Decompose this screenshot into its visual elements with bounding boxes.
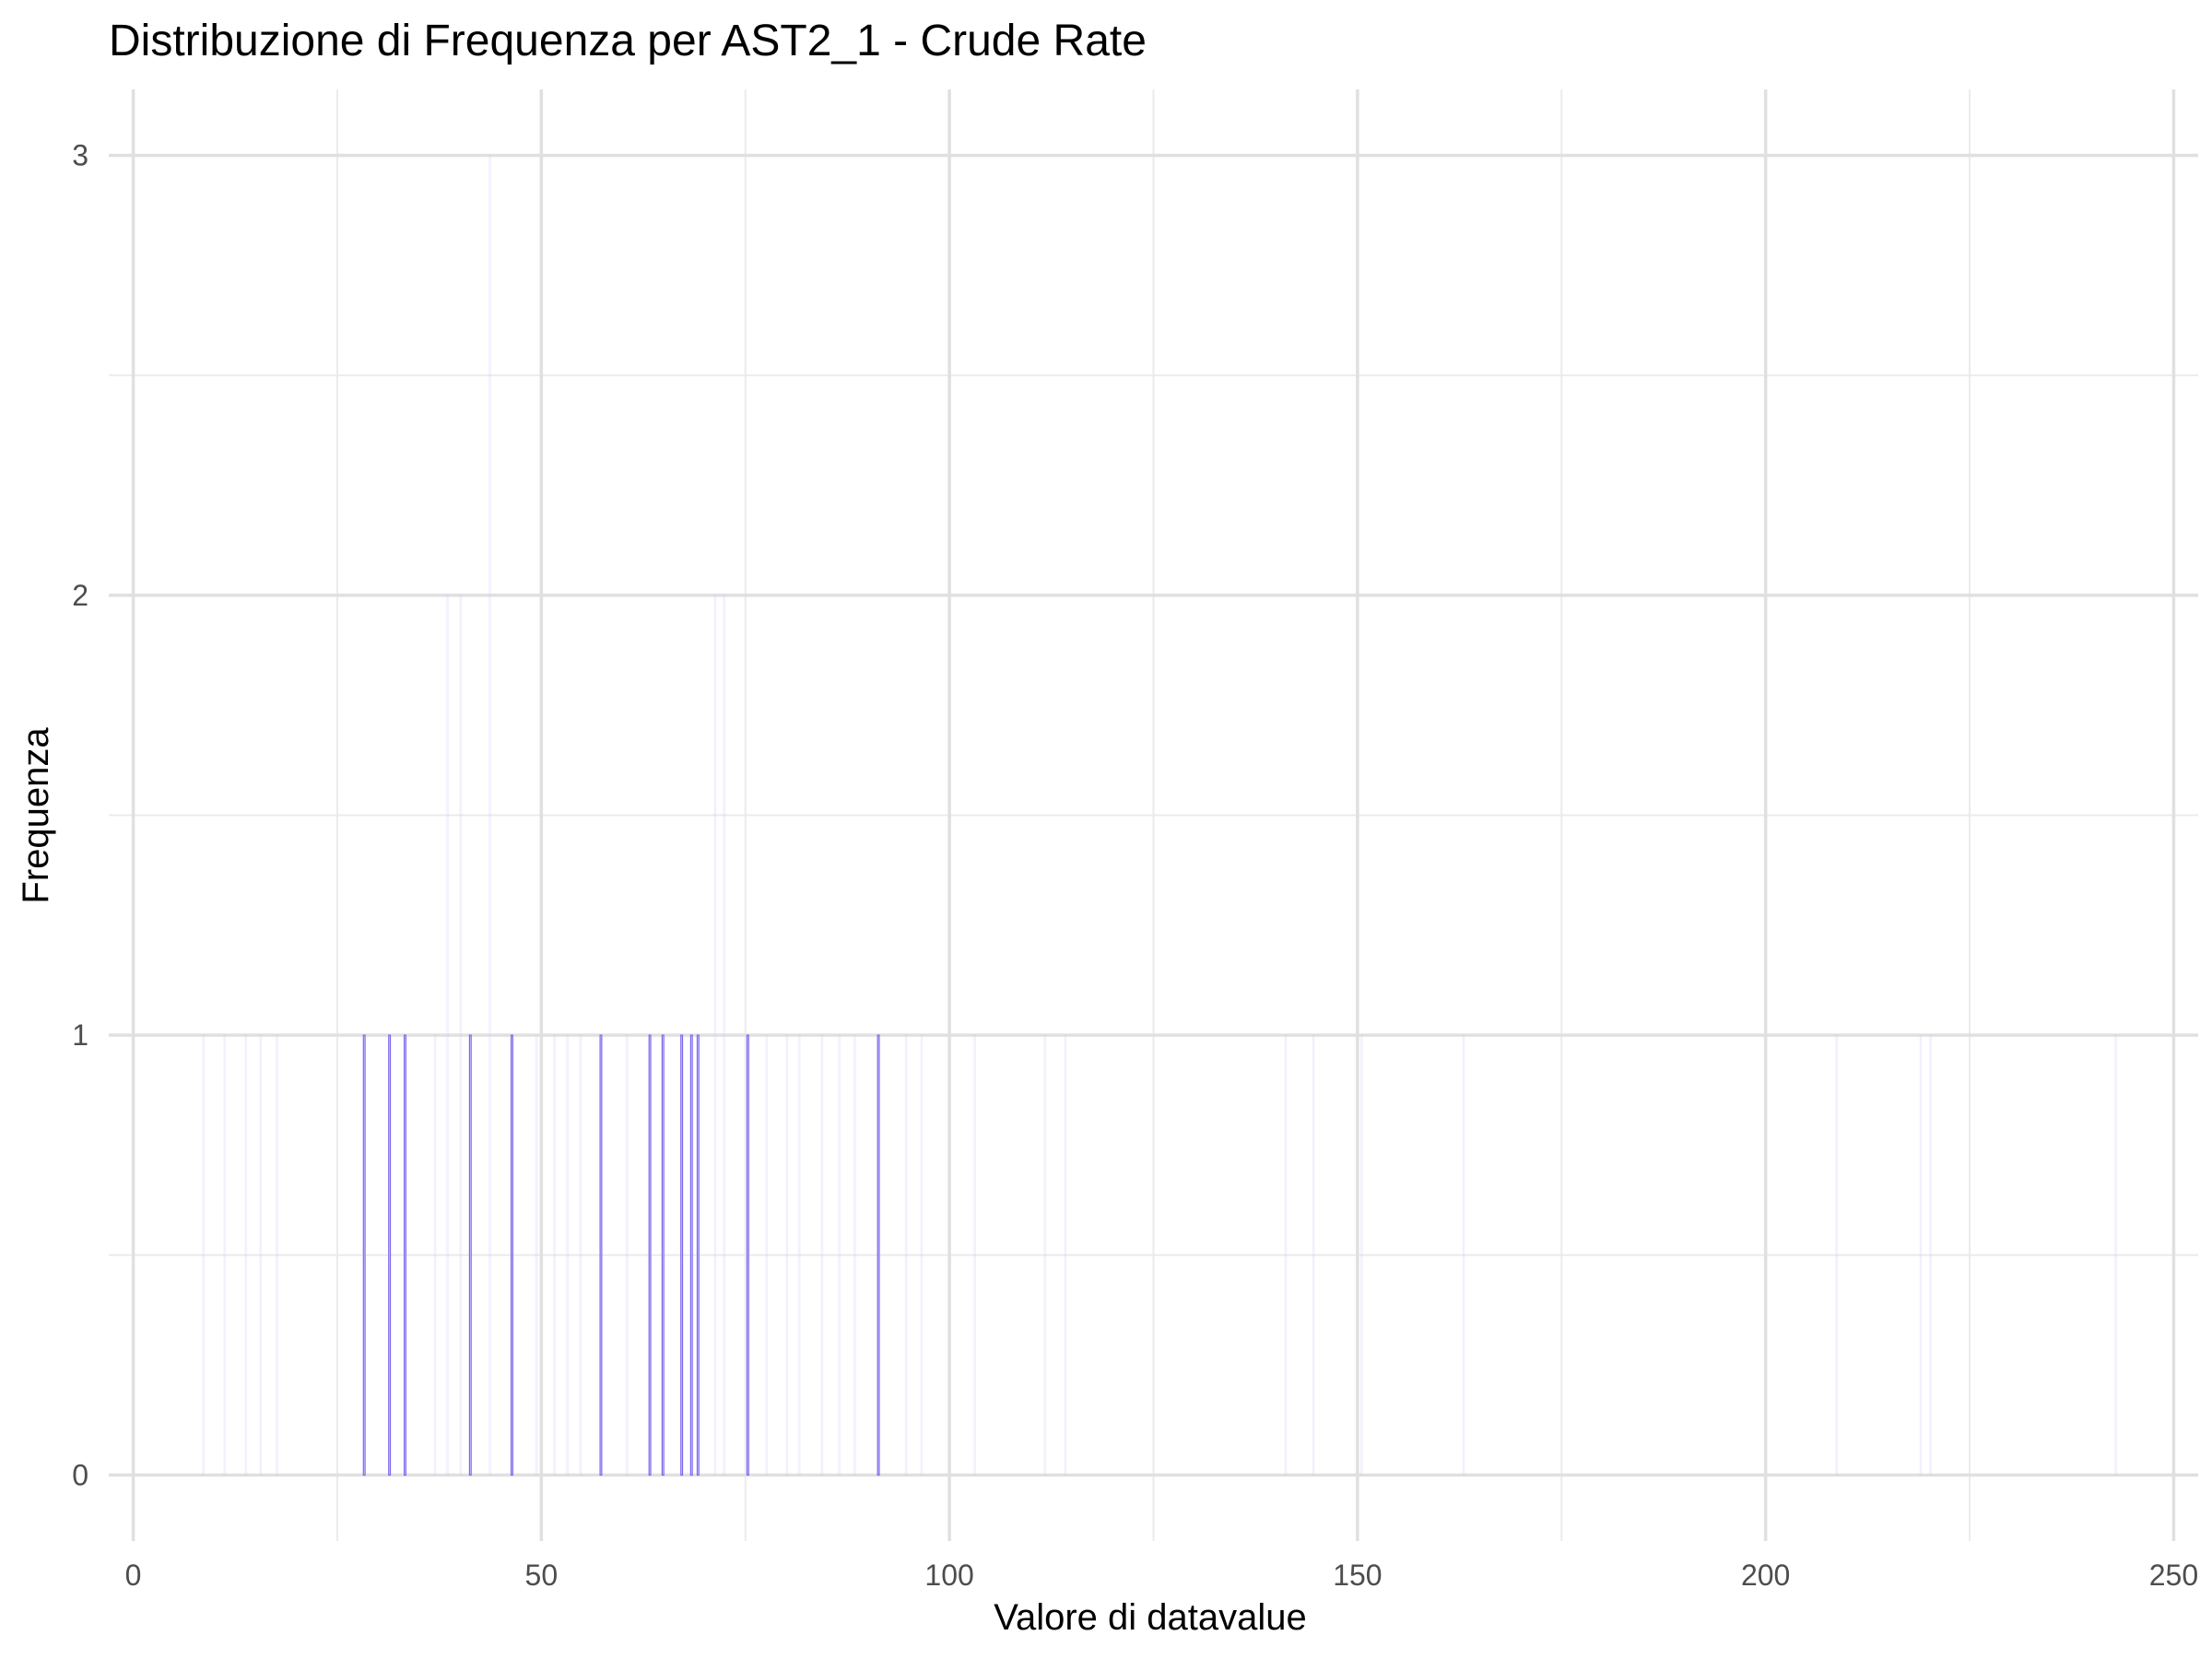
histogram-bar-faint xyxy=(1835,1034,1839,1476)
histogram-bar-faint xyxy=(446,594,449,1476)
histogram-bar-faint xyxy=(433,1034,437,1476)
x-tick-label: 250 xyxy=(2149,1559,2198,1592)
y-tick-label: 2 xyxy=(72,579,88,612)
histogram-bar xyxy=(746,1034,749,1477)
histogram-bar-faint xyxy=(579,1034,582,1476)
histogram-bar xyxy=(680,1034,684,1477)
histogram-bar-faint xyxy=(713,594,717,1476)
histogram-bar-faint xyxy=(853,1034,856,1476)
histogram-bar-faint xyxy=(566,1034,570,1476)
x-tick-label: 50 xyxy=(525,1559,559,1592)
y-tick-label: 3 xyxy=(72,139,88,172)
histogram-bar-faint xyxy=(1919,1034,1923,1476)
histogram-bar xyxy=(362,1034,366,1477)
histogram-bar-faint xyxy=(459,594,463,1476)
histogram-bar-faint xyxy=(920,1034,924,1476)
histogram-bar-faint xyxy=(223,1034,227,1476)
histogram-bar-faint xyxy=(973,1034,976,1476)
histogram-bar-faint xyxy=(838,1034,841,1476)
histogram-bar xyxy=(388,1034,392,1477)
histogram-bar-faint xyxy=(244,1034,248,1476)
histogram-bar-faint xyxy=(488,155,491,1476)
histogram-bar-faint xyxy=(1043,1034,1047,1476)
histogram-bar-faint xyxy=(723,594,726,1476)
histogram-bar xyxy=(510,1034,513,1477)
histogram-bar-faint xyxy=(797,1034,801,1476)
histogram-bar-faint xyxy=(785,1034,789,1476)
histogram-bar xyxy=(689,1034,693,1477)
x-tick-label: 0 xyxy=(125,1559,142,1592)
histogram-bar-faint xyxy=(276,1034,278,1476)
ticks: 0 50 100 150 200 250 0 1 2 3 xyxy=(72,139,2198,1592)
y-tick-label: 0 xyxy=(72,1458,88,1491)
histogram-bar-faint xyxy=(820,1034,824,1476)
histogram-bar-faint xyxy=(904,1034,908,1476)
histogram-bar-faint xyxy=(1064,1034,1067,1476)
histogram-bar-faint xyxy=(1359,1034,1363,1476)
histogram-bar xyxy=(403,1034,406,1477)
histogram-bar-faint xyxy=(1929,1034,1932,1476)
histogram-bar xyxy=(877,1034,880,1477)
histogram-bar-faint xyxy=(535,1034,538,1476)
x-tick-label: 100 xyxy=(924,1559,973,1592)
grid xyxy=(109,89,2198,1541)
histogram-bar xyxy=(648,1034,652,1477)
histogram-bar-faint xyxy=(553,1034,556,1476)
chart-title: Distribuzione di Frequenza per AST2_1 - … xyxy=(109,17,1147,65)
x-tick-label: 200 xyxy=(1741,1559,1790,1592)
histogram-bar-faint xyxy=(1462,1034,1465,1476)
bars xyxy=(202,155,2117,1477)
histogram-bar-faint xyxy=(765,1034,769,1476)
y-axis-label: Frequenza xyxy=(16,727,56,904)
histogram-bar-faint xyxy=(2114,1034,2117,1476)
histogram-bar-faint xyxy=(625,1034,629,1476)
x-axis-label: Valore di datavalue xyxy=(994,1597,1307,1638)
histogram-bar-faint xyxy=(259,1034,263,1476)
histogram-bar-faint xyxy=(1284,1034,1288,1476)
histogram-bar xyxy=(599,1034,603,1477)
histogram-bar xyxy=(661,1034,665,1477)
histogram-bar-faint xyxy=(202,1034,206,1476)
histogram-bar-faint xyxy=(1312,1034,1315,1476)
y-tick-label: 1 xyxy=(72,1018,88,1052)
histogram-bar xyxy=(696,1034,700,1477)
x-tick-label: 150 xyxy=(1333,1559,1382,1592)
histogram-bar xyxy=(468,1034,472,1477)
